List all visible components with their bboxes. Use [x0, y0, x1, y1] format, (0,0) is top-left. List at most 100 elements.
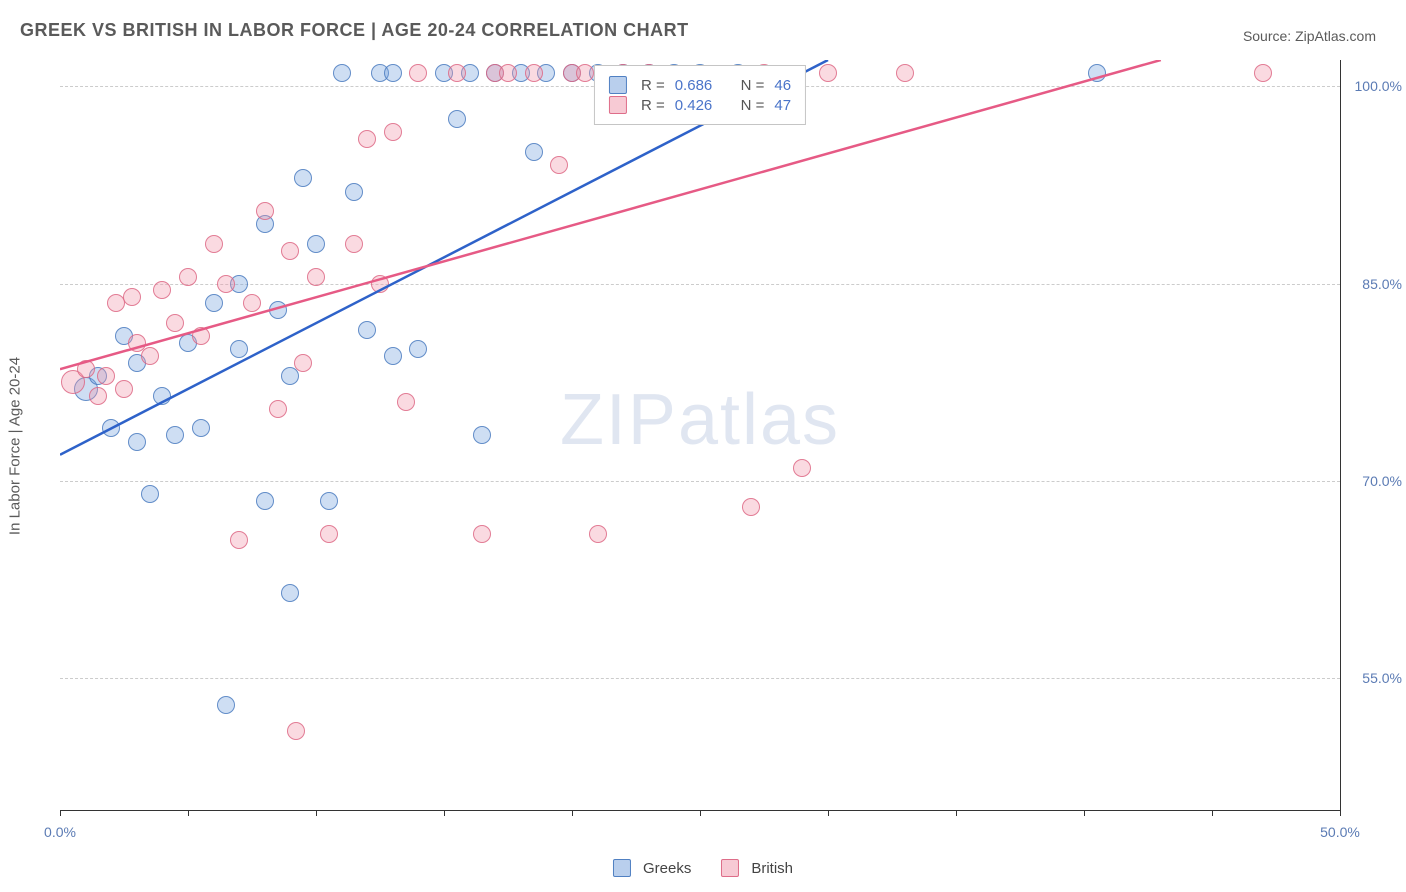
- data-point: [123, 288, 141, 306]
- chart-title: GREEK VS BRITISH IN LABOR FORCE | AGE 20…: [20, 20, 689, 41]
- plot-area: ZIPatlas R = 0.686 N = 46 R = 0.426 N = …: [60, 60, 1341, 811]
- data-point: [819, 64, 837, 82]
- data-point: [384, 64, 402, 82]
- data-point: [333, 64, 351, 82]
- data-point: [294, 354, 312, 372]
- chart-container: GREEK VS BRITISH IN LABOR FORCE | AGE 20…: [0, 0, 1406, 892]
- data-point: [1254, 64, 1272, 82]
- data-point: [141, 347, 159, 365]
- data-point: [166, 426, 184, 444]
- data-point: [205, 235, 223, 253]
- data-point: [89, 387, 107, 405]
- data-point: [307, 235, 325, 253]
- data-point: [1088, 64, 1106, 82]
- data-point: [128, 433, 146, 451]
- data-point: [153, 281, 171, 299]
- data-point: [307, 268, 325, 286]
- x-tick-mark: [1212, 810, 1213, 816]
- series-legend: Greeks British: [613, 859, 793, 877]
- legend-item-a: Greeks: [613, 859, 691, 877]
- trendlines-layer: [60, 60, 1340, 810]
- data-point: [192, 327, 210, 345]
- swatch-british-icon: [721, 859, 739, 877]
- data-point: [256, 202, 274, 220]
- data-point: [230, 340, 248, 358]
- x-tick-label: 50.0%: [1320, 824, 1360, 840]
- data-point: [153, 387, 171, 405]
- r-value-a: 0.686: [675, 77, 713, 94]
- data-point: [742, 498, 760, 516]
- data-point: [97, 367, 115, 385]
- gridline: [60, 481, 1340, 482]
- data-point: [397, 393, 415, 411]
- x-tick-mark: [60, 810, 61, 816]
- data-point: [269, 301, 287, 319]
- y-tick-label: 55.0%: [1347, 670, 1402, 686]
- data-point: [287, 722, 305, 740]
- legend-row-b: R = 0.426 N = 47: [609, 96, 791, 114]
- data-point: [320, 525, 338, 543]
- data-point: [550, 156, 568, 174]
- data-point: [205, 294, 223, 312]
- data-point: [409, 64, 427, 82]
- data-point: [192, 419, 210, 437]
- data-point: [576, 64, 594, 82]
- data-point: [358, 130, 376, 148]
- data-point: [269, 400, 287, 418]
- data-point: [217, 696, 235, 714]
- legend-item-b: British: [721, 859, 793, 877]
- data-point: [345, 183, 363, 201]
- x-tick-mark: [828, 810, 829, 816]
- data-point: [115, 380, 133, 398]
- y-tick-label: 85.0%: [1347, 276, 1402, 292]
- n-value-a: 46: [774, 77, 791, 94]
- data-point: [448, 64, 466, 82]
- data-point: [320, 492, 338, 510]
- data-point: [525, 64, 543, 82]
- data-point: [358, 321, 376, 339]
- x-tick-mark: [316, 810, 317, 816]
- data-point: [179, 268, 197, 286]
- data-point: [473, 426, 491, 444]
- data-point: [345, 235, 363, 253]
- x-tick-mark: [1084, 810, 1085, 816]
- data-point: [793, 459, 811, 477]
- data-point: [371, 275, 389, 293]
- legend-row-a: R = 0.686 N = 46: [609, 76, 791, 94]
- data-point: [102, 419, 120, 437]
- gridline: [60, 284, 1340, 285]
- swatch-greeks-icon: [613, 859, 631, 877]
- swatch-greeks-icon: [609, 76, 627, 94]
- n-value-b: 47: [774, 97, 791, 114]
- x-tick-mark: [956, 810, 957, 816]
- swatch-british-icon: [609, 96, 627, 114]
- x-tick-mark: [188, 810, 189, 816]
- data-point: [243, 294, 261, 312]
- data-point: [294, 169, 312, 187]
- data-point: [448, 110, 466, 128]
- data-point: [217, 275, 235, 293]
- data-point: [256, 492, 274, 510]
- data-point: [77, 360, 95, 378]
- x-tick-mark: [444, 810, 445, 816]
- data-point: [409, 340, 427, 358]
- y-tick-label: 100.0%: [1347, 78, 1402, 94]
- data-point: [473, 525, 491, 543]
- data-point: [589, 525, 607, 543]
- correlation-legend: R = 0.686 N = 46 R = 0.426 N = 47: [594, 65, 806, 125]
- data-point: [525, 143, 543, 161]
- source-label: Source: ZipAtlas.com: [1243, 28, 1376, 44]
- y-axis-label: In Labor Force | Age 20-24: [7, 357, 24, 535]
- data-point: [230, 531, 248, 549]
- data-point: [281, 242, 299, 260]
- data-point: [896, 64, 914, 82]
- data-point: [384, 347, 402, 365]
- y-tick-label: 70.0%: [1347, 473, 1402, 489]
- data-point: [281, 584, 299, 602]
- gridline: [60, 678, 1340, 679]
- x-tick-label: 0.0%: [44, 824, 76, 840]
- x-tick-mark: [572, 810, 573, 816]
- data-point: [499, 64, 517, 82]
- data-point: [141, 485, 159, 503]
- r-value-b: 0.426: [675, 97, 713, 114]
